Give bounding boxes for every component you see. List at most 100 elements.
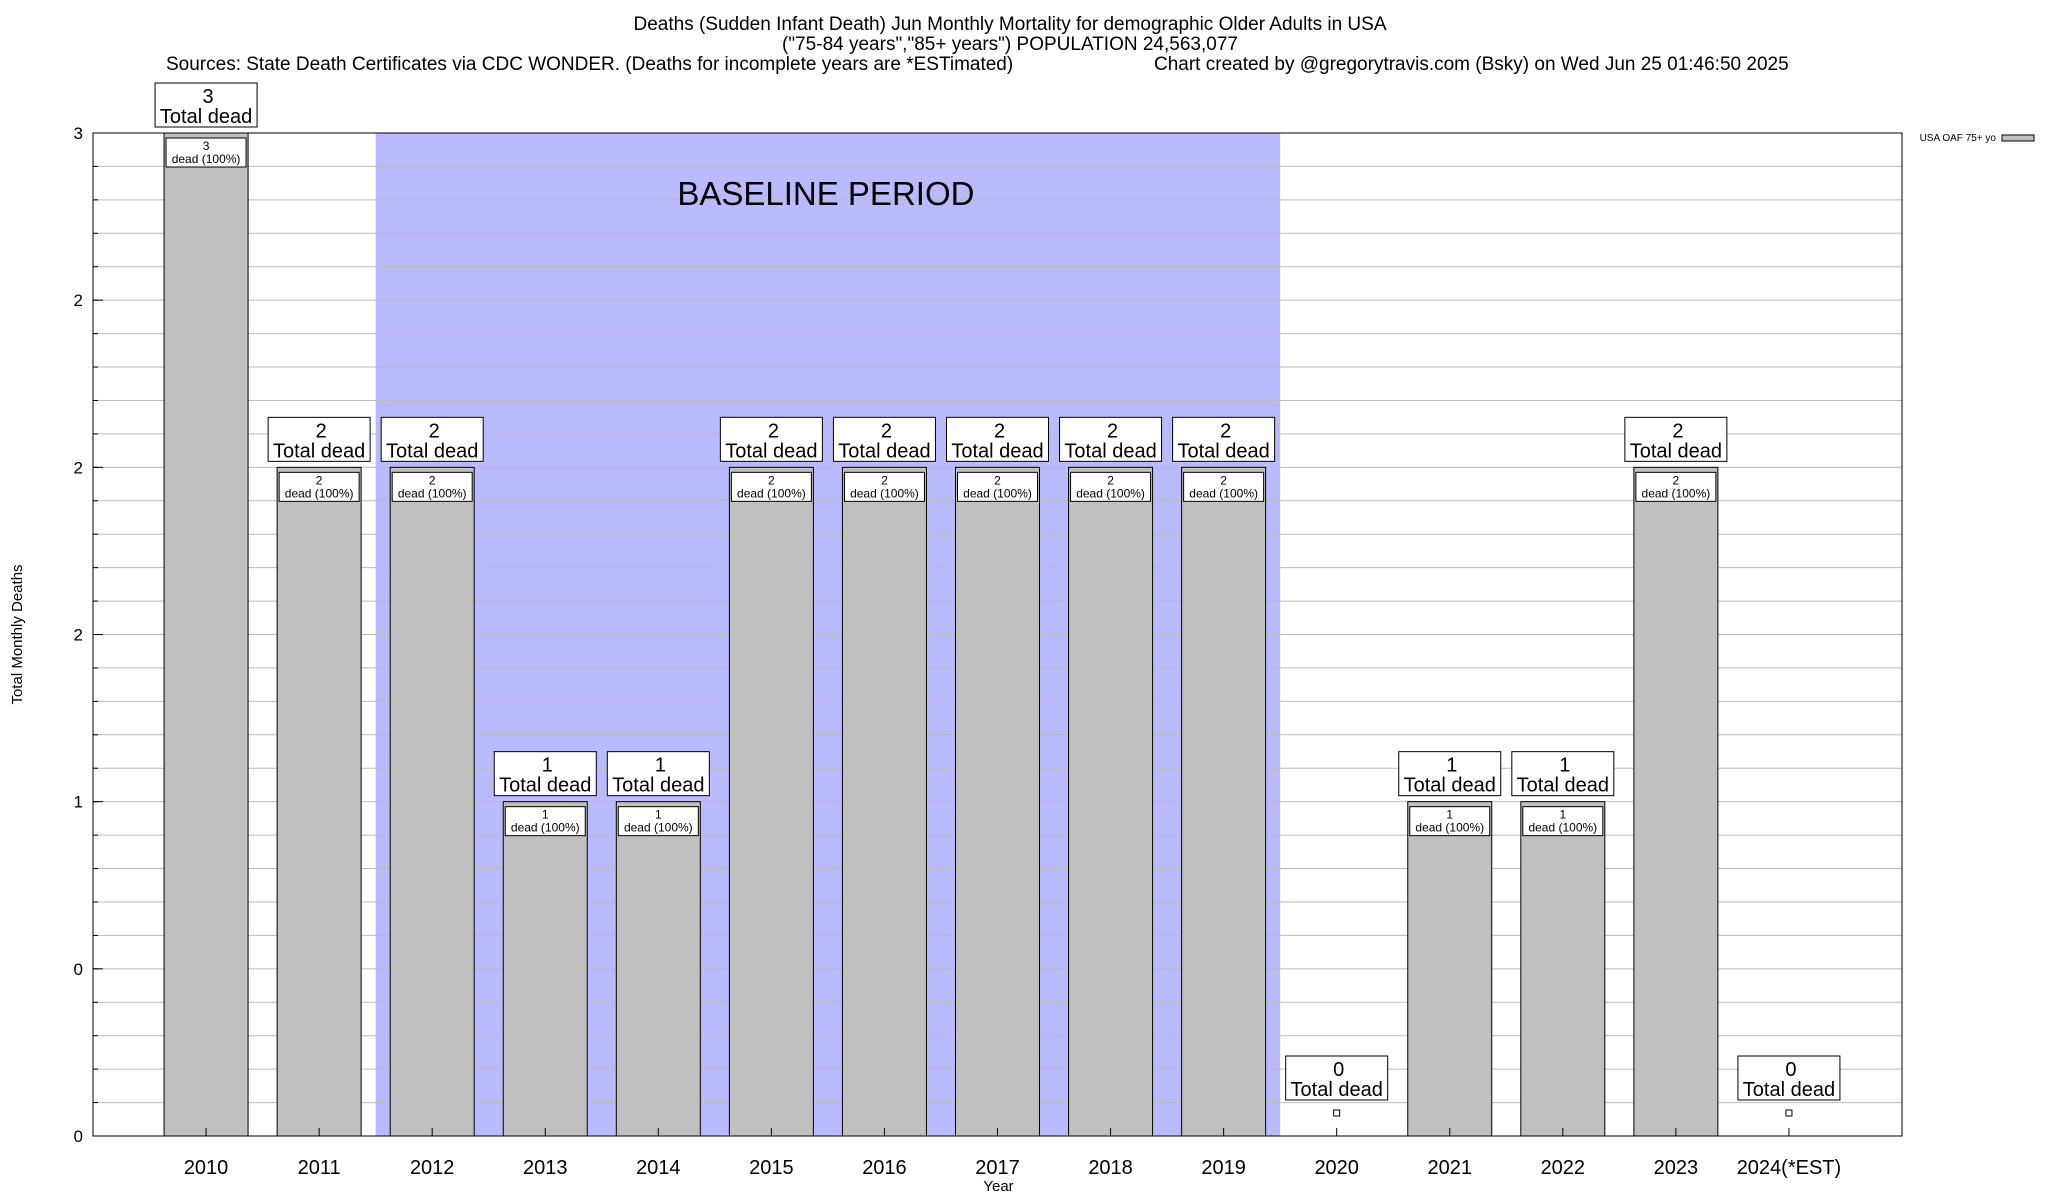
y-axis-label: Total Monthly Deaths — [9, 564, 26, 704]
inner-label-box-2022 — [1522, 806, 1604, 837]
total-label-box-2011 — [267, 416, 371, 462]
total-label-value-2011: 2 — [316, 420, 327, 442]
inner-label-text-2012: dead (100%) — [398, 486, 467, 500]
inner-label-value-2016: 2 — [881, 473, 888, 487]
total-label-value-2015: 2 — [768, 420, 779, 442]
total-label-text-2021: Total dead — [1404, 775, 1496, 797]
total-label-value-2018: 2 — [1107, 420, 1118, 442]
y-tick-label: 3 — [74, 124, 83, 143]
x-tick-label-2020: 2020 — [1314, 1157, 1359, 1179]
y-tick-label: 0 — [74, 1127, 83, 1146]
total-label-value-2020: 0 — [1333, 1059, 1344, 1081]
inner-label-box-2023 — [1635, 471, 1717, 502]
total-label-value-2014: 1 — [655, 755, 666, 777]
inner-label-value-2017: 2 — [994, 473, 1001, 487]
inner-label-text-2023: dead (100%) — [1642, 486, 1711, 500]
inner-label-box-2011 — [278, 471, 360, 502]
total-label-value-2019: 2 — [1220, 420, 1231, 442]
inner-label-value-2021: 1 — [1446, 808, 1453, 822]
inner-label-text-2013: dead (100%) — [511, 821, 580, 835]
legend-swatch — [2001, 134, 2035, 142]
total-label-box-2018 — [1059, 416, 1163, 462]
y-tick-label: 2 — [74, 626, 83, 645]
bar-2021 — [1407, 801, 1493, 1137]
x-tick-label-2016: 2016 — [862, 1157, 907, 1179]
zero-marker-2020 — [1333, 1109, 1341, 1117]
total-label-box-2022 — [1511, 751, 1615, 797]
inner-label-value-2018: 2 — [1107, 473, 1114, 487]
inner-label-text-2016: dead (100%) — [850, 486, 919, 500]
total-label-box-2013 — [493, 751, 597, 797]
total-label-box-2023 — [1624, 416, 1728, 462]
chart-title-line-2: ("75-84 years","85+ years") POPULATION 2… — [782, 34, 1238, 55]
bar-2017 — [955, 466, 1040, 1137]
inner-label-text-2011: dead (100%) — [285, 486, 354, 500]
total-label-text-2024(*EST): Total dead — [1743, 1079, 1835, 1101]
total-label-text-2022: Total dead — [1517, 775, 1609, 797]
total-label-text-2020: Total dead — [1291, 1079, 1383, 1101]
total-label-box-2021 — [1398, 751, 1502, 797]
x-tick-label-2018: 2018 — [1088, 1157, 1133, 1179]
y-tick-label: 1 — [74, 793, 83, 812]
x-tick-label-2012: 2012 — [410, 1157, 455, 1179]
x-tick-label-2013: 2013 — [523, 1157, 568, 1179]
total-label-box-2020 — [1285, 1055, 1389, 1101]
chart-credit-text: Chart created by @gregorytravis.com (Bsk… — [1154, 54, 1789, 75]
inner-label-text-2010: dead (100%) — [172, 152, 241, 166]
x-tick-label-2022: 2022 — [1541, 1157, 1586, 1179]
baseline-period-label: BASELINE PERIOD — [677, 175, 974, 212]
x-tick-label-2014: 2014 — [636, 1157, 681, 1179]
total-label-text-2018: Total dead — [1064, 440, 1156, 462]
total-label-value-2012: 2 — [429, 420, 440, 442]
total-label-text-2023: Total dead — [1630, 440, 1722, 462]
total-label-text-2015: Total dead — [725, 440, 817, 462]
total-label-text-2017: Total dead — [951, 440, 1043, 462]
total-label-text-2010: Total dead — [160, 106, 252, 128]
bar-2018 — [1068, 466, 1154, 1137]
bar-2015 — [728, 466, 814, 1137]
total-label-value-2022: 1 — [1559, 755, 1570, 777]
inner-label-text-2014: dead (100%) — [624, 821, 693, 835]
total-label-box-2024(*EST) — [1737, 1055, 1841, 1101]
inner-label-value-2013: 1 — [542, 808, 549, 822]
inner-label-text-2021: dead (100%) — [1415, 821, 1484, 835]
x-tick-label-2024(*EST): 2024(*EST) — [1737, 1157, 1842, 1179]
inner-label-value-2023: 2 — [1673, 473, 1680, 487]
inner-label-box-2015 — [730, 471, 812, 502]
x-tick-label-2019: 2019 — [1201, 1157, 1246, 1179]
inner-label-box-2013 — [504, 806, 586, 837]
x-tick-label-2015: 2015 — [749, 1157, 794, 1179]
y-tick-label: 0 — [74, 960, 83, 979]
bar-2016 — [841, 466, 927, 1137]
inner-label-text-2015: dead (100%) — [737, 486, 806, 500]
y-tick-label: 2 — [74, 291, 83, 310]
inner-label-box-2016 — [843, 471, 925, 502]
inner-label-text-2017: dead (100%) — [963, 486, 1032, 500]
bar-2014 — [615, 801, 701, 1137]
x-axis-label: Year — [983, 1178, 1013, 1195]
inner-label-value-2019: 2 — [1220, 473, 1227, 487]
total-label-value-2023: 2 — [1672, 420, 1683, 442]
inner-label-box-2021 — [1409, 806, 1491, 837]
x-tick-label-2011: 2011 — [298, 1157, 341, 1179]
total-label-value-2017: 2 — [994, 420, 1005, 442]
inner-label-value-2014: 1 — [655, 808, 662, 822]
x-tick-label-2023: 2023 — [1654, 1157, 1699, 1179]
total-label-box-2016 — [832, 416, 936, 462]
total-label-text-2016: Total dead — [838, 440, 930, 462]
inner-label-box-2018 — [1070, 471, 1152, 502]
inner-label-box-2017 — [957, 471, 1038, 502]
total-label-text-2011: Total dead — [273, 440, 365, 462]
bar-2012 — [389, 466, 475, 1137]
x-tick-label-2010: 2010 — [184, 1157, 229, 1179]
x-tick-label-2017: 2017 — [975, 1157, 1020, 1179]
inner-label-text-2019: dead (100%) — [1189, 486, 1258, 500]
total-label-value-2024(*EST): 0 — [1785, 1059, 1796, 1081]
bar-2019 — [1181, 466, 1267, 1137]
x-tick-label-2021: 2021 — [1428, 1157, 1473, 1179]
total-label-box-2017 — [946, 416, 1049, 462]
plot-frame — [92, 132, 1903, 1137]
inner-label-value-2012: 2 — [429, 473, 436, 487]
total-label-text-2012: Total dead — [386, 440, 478, 462]
inner-label-text-2022: dead (100%) — [1528, 821, 1597, 835]
